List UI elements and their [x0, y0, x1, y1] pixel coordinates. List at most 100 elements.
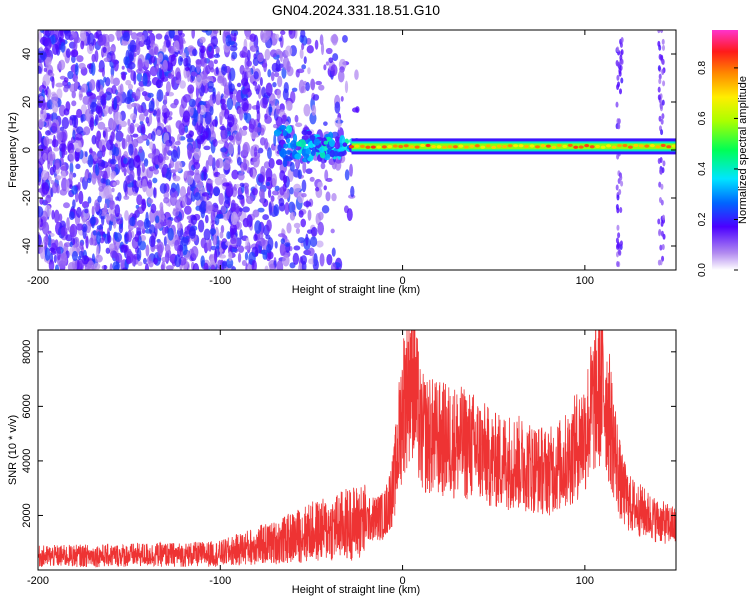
heat-cell [80, 114, 84, 124]
heat-cell [242, 125, 248, 131]
heat-cell [330, 262, 337, 270]
heat-cell [147, 92, 154, 98]
heat-cell [283, 81, 289, 94]
heat-cell [301, 193, 307, 198]
heat-cell [203, 168, 207, 182]
heat-cell [319, 151, 326, 159]
heat-cell [187, 70, 191, 83]
heat-cell [227, 113, 235, 128]
heat-cell [310, 149, 316, 156]
heat-cell [155, 164, 159, 170]
heat-cell [134, 123, 140, 128]
heat-cell [60, 42, 66, 53]
heat-cell [342, 142, 348, 147]
heat-cell [42, 74, 51, 87]
heat-cell [318, 84, 325, 91]
heat-cell [660, 129, 664, 136]
heat-cell [105, 139, 114, 151]
heat-cell [100, 177, 106, 184]
heat-cell [298, 210, 304, 218]
heat-cell [261, 86, 266, 98]
heat-cell [101, 144, 106, 158]
y-tick-label: 20 [21, 96, 33, 108]
heat-cell [218, 254, 227, 259]
heat-cell [87, 33, 95, 47]
heat-cell [124, 210, 129, 221]
heat-cell [231, 169, 239, 180]
heat-cell [657, 94, 661, 101]
heat-cell [40, 109, 44, 115]
heat-cell [49, 153, 53, 167]
heat-cell [339, 135, 346, 145]
heat-cell [235, 183, 240, 189]
heat-cell [248, 123, 255, 133]
chart-title: GN04.2024.331.18.51.G10 [272, 2, 440, 18]
heat-cell [657, 30, 661, 34]
heat-cell [229, 45, 238, 52]
signal-track-cell [562, 144, 568, 148]
heat-cell [274, 241, 278, 249]
heat-cell [660, 30, 664, 34]
heat-cell [122, 31, 130, 43]
heat-cell [61, 129, 68, 143]
x-tick-label: 0 [400, 275, 406, 287]
y-tick-label: 40 [21, 48, 33, 60]
heat-cell [241, 260, 247, 267]
heat-cell [161, 226, 167, 236]
signal-track-cell [638, 144, 644, 148]
heat-cell [237, 252, 242, 263]
signal-track-cell [491, 145, 497, 149]
heat-cell [264, 138, 269, 150]
heat-cell [82, 226, 87, 240]
heat-cell [295, 122, 303, 128]
heat-cell [333, 151, 339, 157]
heat-cell [620, 37, 624, 44]
heat-cell [150, 55, 156, 64]
heat-cell [183, 171, 187, 179]
heat-cell [193, 147, 202, 160]
heat-cell [183, 57, 189, 67]
heat-cell [51, 43, 59, 56]
heat-cell [130, 113, 137, 121]
heat-cell [313, 138, 321, 146]
heat-cell [293, 222, 301, 229]
heat-cell [53, 254, 57, 264]
heat-cell [50, 179, 55, 185]
heat-cell [236, 156, 242, 166]
heat-cell [60, 252, 66, 260]
heat-cell [63, 242, 72, 248]
heat-cell [658, 73, 662, 80]
snr-axes: -200 -100 0 100 2000 4000 6000 8000 [21, 330, 676, 587]
heat-cell [207, 154, 214, 167]
heat-cell [161, 256, 168, 263]
heat-cell [231, 266, 237, 270]
heat-cell [67, 70, 74, 80]
heat-cell [80, 40, 85, 50]
heat-cell [155, 33, 163, 40]
heat-cell [52, 134, 56, 148]
heat-cell [336, 151, 345, 157]
heat-cell [103, 76, 107, 83]
heat-cell [127, 229, 132, 243]
heat-cell [217, 75, 224, 84]
heat-cell [241, 88, 248, 95]
heat-cell [54, 239, 59, 248]
heat-cell [271, 190, 279, 196]
heat-cell [210, 245, 217, 251]
signal-track-cell [584, 144, 590, 148]
y-tick-label: 6000 [21, 394, 33, 418]
heat-cell [71, 250, 78, 262]
heat-cell [78, 62, 86, 70]
heat-cell [174, 254, 182, 268]
signal-track-cell [474, 144, 480, 148]
heat-cell [95, 79, 101, 93]
heat-cell [657, 86, 661, 93]
heat-cell [107, 234, 112, 243]
heat-cell [661, 58, 665, 65]
heat-cell [196, 102, 201, 115]
heat-cell [334, 136, 340, 143]
heat-cell [149, 235, 156, 248]
heat-cell [142, 72, 148, 87]
heat-cell [658, 115, 662, 122]
